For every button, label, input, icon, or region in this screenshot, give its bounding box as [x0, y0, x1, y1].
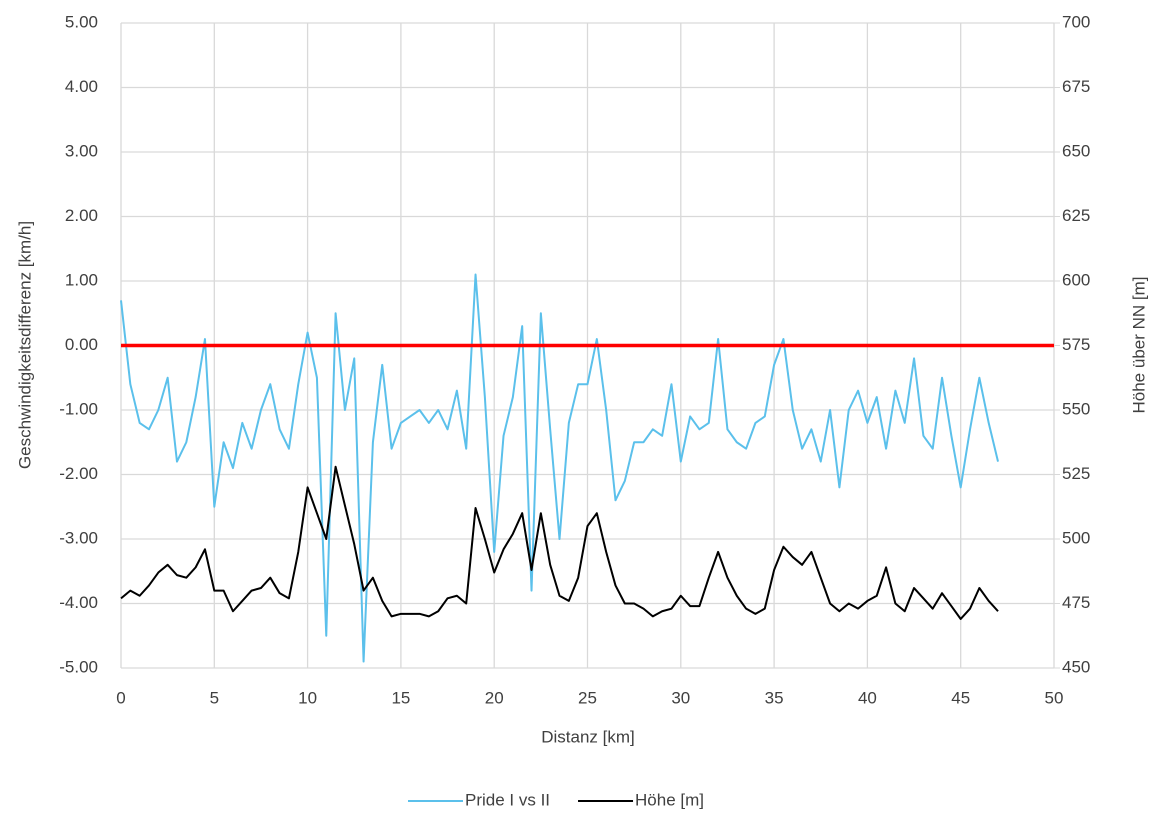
y-tick-label: -1.00 — [59, 399, 98, 418]
x-tick-label: 30 — [671, 688, 690, 707]
y2-axis-title: Höhe über NN [m] — [1129, 277, 1148, 414]
y-tick-label: -2.00 — [59, 464, 98, 483]
x-tick-label: 15 — [391, 688, 410, 707]
y2-tick-label: 475 — [1062, 593, 1090, 612]
x-tick-label: 50 — [1045, 688, 1064, 707]
x-tick-label: 25 — [578, 688, 597, 707]
x-tick-label: 10 — [298, 688, 317, 707]
series-line — [120, 465, 999, 620]
y-tick-label: -5.00 — [59, 657, 98, 676]
series-line — [120, 273, 999, 663]
x-tick-label: 20 — [485, 688, 504, 707]
y-tick-label: 2.00 — [65, 206, 98, 225]
x-tick-label: 0 — [116, 688, 125, 707]
y2-tick-label: 525 — [1062, 464, 1090, 483]
x-tick-label: 5 — [210, 688, 219, 707]
y2-tick-label: 575 — [1062, 335, 1090, 354]
y2-tick-label: 600 — [1062, 270, 1090, 289]
x-tick-label: 40 — [858, 688, 877, 707]
y-tick-label: 3.00 — [65, 141, 98, 160]
legend-label: Pride I vs II — [465, 790, 550, 809]
y2-tick-label: 650 — [1062, 141, 1090, 160]
x-tick-label: 35 — [765, 688, 784, 707]
y2-tick-label: 700 — [1062, 12, 1090, 31]
y-tick-label: 5.00 — [65, 12, 98, 31]
y-tick-label: 1.00 — [65, 270, 98, 289]
y-tick-label: -3.00 — [59, 528, 98, 547]
legend-label: Höhe [m] — [635, 790, 704, 809]
y2-tick-label: 450 — [1062, 657, 1090, 676]
y2-tick-label: 675 — [1062, 77, 1090, 96]
y-tick-label: 4.00 — [65, 77, 98, 96]
y2-tick-label: 625 — [1062, 206, 1090, 225]
y-axis-title: Geschwindigkeitsdifferenz [km/h] — [15, 221, 34, 469]
y2-tick-label: 500 — [1062, 528, 1090, 547]
x-tick-label: 45 — [951, 688, 970, 707]
y-tick-label: 0.00 — [65, 335, 98, 354]
x-axis-title: Distanz [km] — [541, 727, 635, 746]
y-tick-label: -4.00 — [59, 593, 98, 612]
y2-tick-label: 550 — [1062, 399, 1090, 418]
